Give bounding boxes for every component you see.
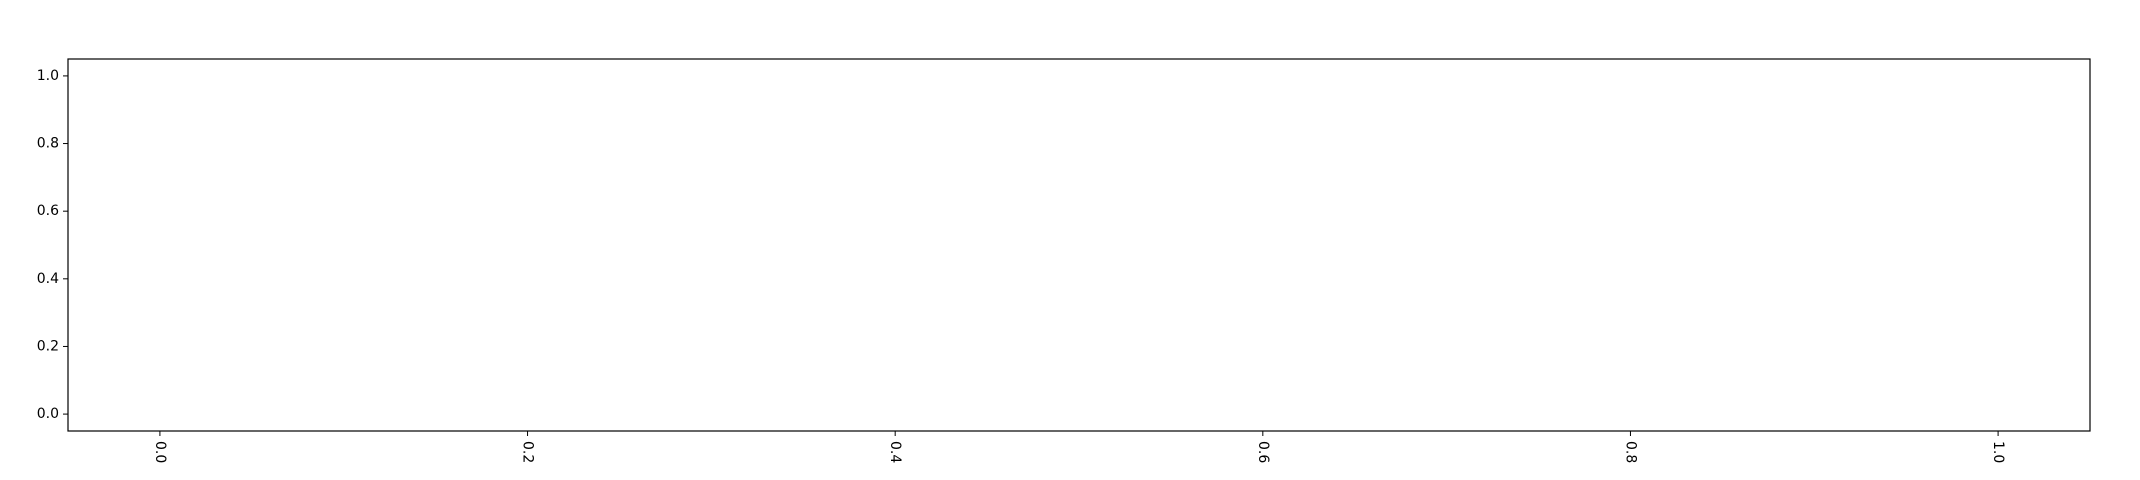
y-tick-label: 0.4 (37, 271, 59, 287)
x-axis: 0.0 0.2 0.4 0.6 0.8 1.0 (152, 431, 2006, 463)
x-tick-label: 0.6 (1255, 441, 1271, 463)
x-tick-label: 0.0 (152, 441, 168, 463)
y-tick-label: 0.2 (37, 338, 59, 354)
y-tick-label: 0.8 (37, 136, 59, 152)
x-tick-label: 1.0 (1990, 441, 2006, 463)
y-axis: 0.0 0.2 0.4 0.6 0.8 1.0 (37, 68, 68, 422)
x-tick-label: 0.8 (1622, 441, 1638, 463)
x-tick-label: 0.4 (887, 441, 903, 463)
y-tick-label: 0.0 (37, 406, 59, 422)
y-tick-label: 0.6 (37, 203, 59, 219)
y-tick-label: 1.0 (37, 68, 59, 84)
plot-frame (67, 58, 2091, 432)
x-tick-label: 0.2 (520, 441, 536, 463)
